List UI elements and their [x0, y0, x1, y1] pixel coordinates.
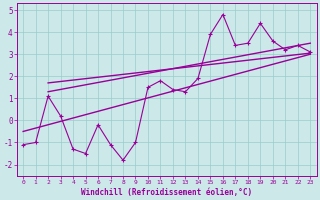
X-axis label: Windchill (Refroidissement éolien,°C): Windchill (Refroidissement éolien,°C) — [81, 188, 252, 197]
